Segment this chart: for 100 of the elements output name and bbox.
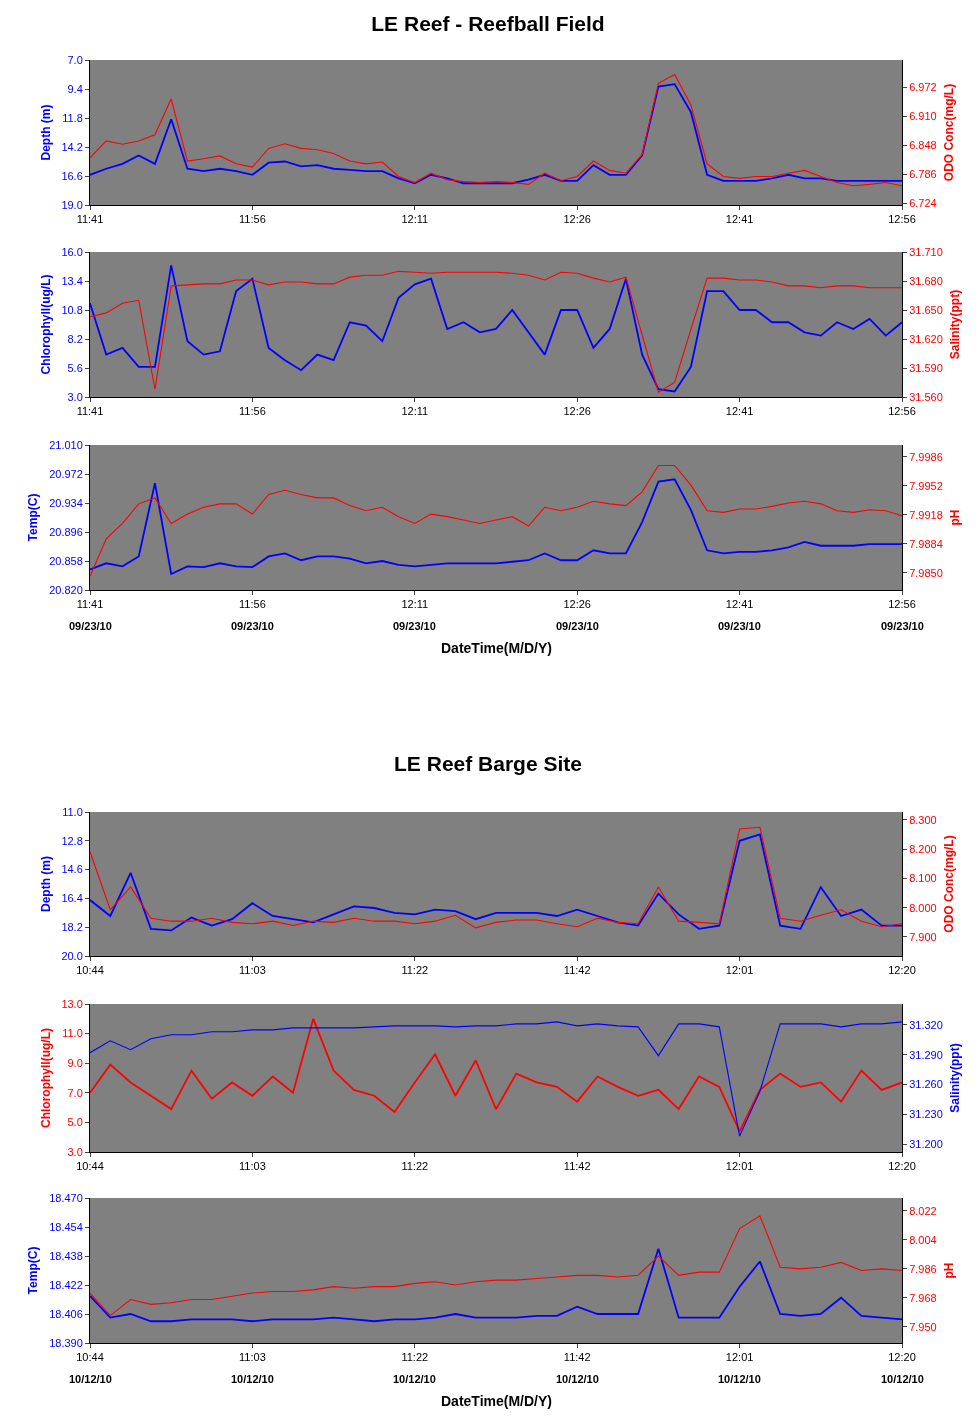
y2-tick-label: 7.968 <box>909 1291 937 1304</box>
x-tick-label: 11:41 <box>76 213 104 226</box>
y-axis-title: Depth (m) <box>38 104 53 161</box>
text: 10/12/10 <box>881 1373 924 1385</box>
y-tick-label: 18.406 <box>49 1307 83 1320</box>
y2-axis-title: pH <box>947 509 962 526</box>
y2-tick-label: 8.004 <box>909 1233 937 1246</box>
x-tick-label: 12:41 <box>725 213 754 226</box>
y2-tick-label: 31.290 <box>909 1048 943 1061</box>
x-tick-label: 11:22 <box>401 964 429 977</box>
x-tick-label: 11:22 <box>401 1160 429 1173</box>
y-tick-label: 20.934 <box>49 496 83 509</box>
y2-tick-label: 6.786 <box>909 167 937 180</box>
y2-axis-title: ODO Conc(mg/L) <box>941 83 956 182</box>
x-tick-label: 12:56 <box>888 213 916 226</box>
y-axis-title: Chlorophyll(ug/L) <box>38 1028 53 1128</box>
y2-tick-label: 6.972 <box>909 80 937 93</box>
y-tick-label: 13.0 <box>61 997 83 1010</box>
y-tick-label: 3.0 <box>67 390 83 403</box>
y-axis-title: Depth (m) <box>38 856 53 912</box>
text: 10/12/10 <box>69 1373 112 1385</box>
x-tick-label: 11:41 <box>76 598 104 611</box>
x-tick-label: 12:11 <box>401 598 429 611</box>
y-tick-label: 18.390 <box>49 1336 83 1349</box>
text: 10/12/10 <box>231 1373 274 1385</box>
y2-tick-label: 31.200 <box>909 1137 943 1150</box>
y2-tick-label: 31.620 <box>909 332 943 345</box>
x-tick-label: 12:01 <box>725 1160 754 1173</box>
y-tick-label: 16.6 <box>61 169 83 182</box>
x-tick-label: 12:41 <box>725 598 754 611</box>
y2-tick-label: 7.986 <box>909 1262 937 1275</box>
y-tick-label: 3.0 <box>67 1145 83 1158</box>
y-tick-label: 18.422 <box>49 1278 83 1291</box>
x-axis-title: DateTime(M/D/Y) <box>441 1393 552 1409</box>
y-tick-label: 21.010 <box>49 438 83 451</box>
text: 09/23/10 <box>556 620 599 632</box>
x-tick-label: 12:56 <box>888 598 916 611</box>
x-tick-label: 12:11 <box>401 405 429 418</box>
x-tick-label: 12:01 <box>725 1351 754 1364</box>
y2-tick-label: 7.900 <box>909 930 937 943</box>
x-tick-label: 10:44 <box>76 1160 104 1173</box>
y2-tick-label: 8.300 <box>909 813 937 826</box>
y-tick-label: 16.4 <box>61 892 83 905</box>
x-tick-label: 10:44 <box>76 964 104 977</box>
x-tick-label: 12:26 <box>563 598 591 611</box>
y-tick-label: 11.8 <box>62 111 83 124</box>
y-tick-label: 13.4 <box>61 274 83 287</box>
y-tick-label: 12.8 <box>61 834 83 847</box>
y-axis-title: Chlorophyll(ug/L) <box>38 274 53 375</box>
y-tick-label: 14.2 <box>61 140 83 153</box>
x-tick-label: 11:56 <box>239 598 266 611</box>
y2-tick-label: 7.9918 <box>909 508 943 521</box>
chart-title: LE Reef - Reefball Field <box>371 12 605 36</box>
text: 10/12/10 <box>718 1373 761 1385</box>
x-tick-label: 11:56 <box>239 405 266 418</box>
text: 09/23/10 <box>231 620 274 632</box>
x-tick-label: 12:26 <box>563 213 591 226</box>
y-tick-label: 11.0 <box>62 805 83 818</box>
y-axis-title: Temp(C) <box>26 1246 41 1295</box>
y-tick-label: 11.0 <box>62 1027 83 1040</box>
y-tick-label: 5.6 <box>67 361 83 374</box>
y-tick-label: 14.6 <box>61 863 83 876</box>
y-tick-label: 18.2 <box>61 921 83 934</box>
y2-tick-label: 7.9986 <box>909 450 943 463</box>
y-tick-label: 7.0 <box>67 53 83 66</box>
line-series <box>90 1215 902 1317</box>
y-tick-label: 5.0 <box>67 1116 83 1129</box>
x-tick-label: 12:20 <box>888 1351 916 1364</box>
y2-axis-title: pH <box>941 1262 956 1279</box>
x-tick-label: 11:42 <box>563 964 591 977</box>
y2-tick-label: 8.000 <box>909 901 937 914</box>
y-tick-label: 9.4 <box>67 82 83 95</box>
y2-tick-label: 6.910 <box>909 109 937 122</box>
y2-tick-label: 7.950 <box>909 1320 937 1333</box>
y2-axis-title: Salinity(ppt) <box>947 1043 962 1113</box>
text: 09/23/10 <box>718 620 761 632</box>
x-tick-label: 12:11 <box>401 213 429 226</box>
y2-tick-label: 6.848 <box>909 138 937 151</box>
y-tick-label: 9.0 <box>67 1057 83 1070</box>
text: 09/23/10 <box>393 620 436 632</box>
y-tick-label: 18.470 <box>49 1191 83 1204</box>
x-tick-label: 12:56 <box>888 405 916 418</box>
y2-tick-label: 31.650 <box>909 303 943 316</box>
x-tick-label: 11:03 <box>239 1351 266 1364</box>
y2-tick-label: 31.560 <box>909 390 943 403</box>
y2-tick-label: 8.022 <box>909 1204 937 1217</box>
x-tick-label: 11:03 <box>239 1160 266 1173</box>
x-tick-label: 12:20 <box>888 1160 916 1173</box>
x-tick-label: 11:42 <box>563 1160 591 1173</box>
text: 10/12/10 <box>556 1373 599 1385</box>
y-tick-label: 8.2 <box>67 332 83 345</box>
y-axis-title: Temp(C) <box>26 493 41 542</box>
y-tick-label: 20.858 <box>49 554 83 567</box>
y2-tick-label: 31.230 <box>909 1108 943 1121</box>
y2-tick-label: 31.260 <box>909 1078 943 1091</box>
y-tick-label: 20.0 <box>61 949 83 962</box>
y-tick-label: 18.454 <box>49 1220 83 1233</box>
y2-tick-label: 31.320 <box>909 1018 943 1031</box>
x-tick-label: 10:44 <box>76 1351 104 1364</box>
y2-tick-label: 7.9884 <box>909 537 943 550</box>
